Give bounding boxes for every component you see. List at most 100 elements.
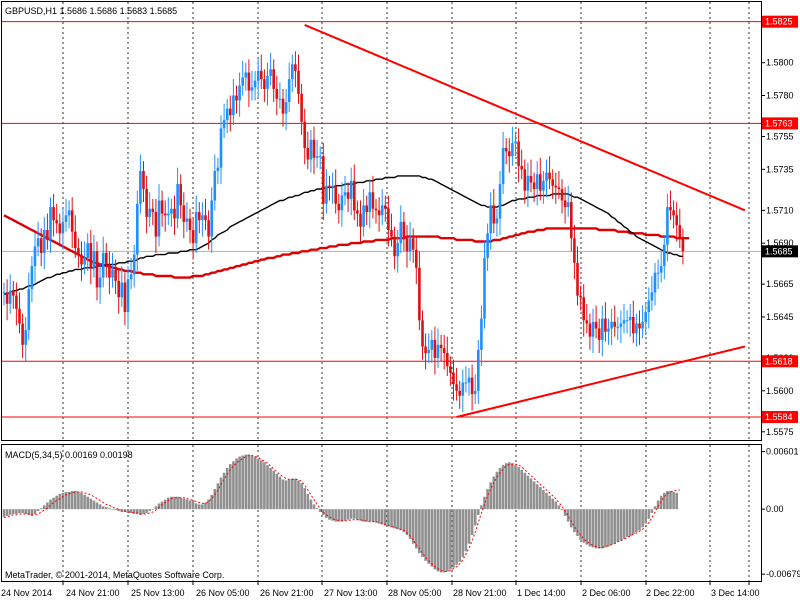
horizontal-levels[interactable] (2, 21, 761, 418)
macd-bar (281, 479, 285, 510)
candle-body (638, 323, 641, 329)
candle-body (656, 272, 660, 274)
candle-body (501, 148, 505, 185)
macd-bar (349, 509, 353, 519)
candle-body (467, 377, 471, 383)
candle-body (585, 320, 589, 324)
candle-body (151, 208, 155, 212)
macd-bar (442, 509, 446, 573)
macd-bar (98, 504, 102, 510)
candle-body (390, 230, 393, 237)
candle-body (647, 300, 651, 313)
macd-bar (535, 484, 539, 510)
macd-bar (89, 498, 93, 510)
macd-bar (532, 481, 536, 510)
macd-bar (470, 509, 474, 536)
macd-header: MACD(5,34,5) 0.00169 0.00198 (5, 450, 133, 460)
candle-body (495, 218, 499, 224)
candle-body (601, 318, 604, 340)
macd-bar (616, 509, 620, 542)
trendline (456, 345, 746, 419)
macd-bar (294, 478, 297, 510)
candle-body (36, 238, 40, 247)
candle-body (473, 390, 477, 395)
candle-body (331, 185, 334, 188)
candle-body (405, 238, 409, 252)
macd-bar (371, 509, 375, 522)
macd-bar (70, 490, 74, 510)
candle-body (607, 328, 610, 332)
candle-body (83, 257, 86, 265)
macd-bar (241, 455, 244, 510)
candle-body (139, 170, 142, 204)
macd-bar (86, 496, 89, 510)
candle-body (514, 141, 517, 144)
level-tag: 1.5584 (765, 412, 793, 422)
time-tick-label: 1 Dec 14:00 (517, 588, 566, 598)
candle-body (452, 372, 455, 385)
macd-bar (517, 467, 520, 510)
candle-body (675, 215, 678, 226)
macd-bar (105, 507, 108, 510)
macd-bar (461, 509, 465, 558)
macd-bar (641, 509, 644, 528)
ma-slow-line (3, 214, 690, 279)
candle-body (576, 262, 579, 296)
candles (2, 51, 685, 413)
macd-bar (514, 465, 517, 510)
candle-body (340, 195, 344, 211)
macd-bar (548, 495, 551, 510)
candle-body (15, 295, 18, 309)
macd-bar (204, 502, 207, 510)
macd-signal (3, 455, 680, 572)
macd-bar (198, 504, 201, 510)
macd-bar (607, 509, 610, 547)
candle-body (635, 323, 638, 334)
trendlines[interactable] (304, 24, 746, 419)
candle-body (8, 290, 12, 304)
candle-body (167, 213, 170, 216)
macd-bar (635, 509, 638, 533)
candle-body (613, 321, 616, 327)
macd-bar (498, 467, 502, 510)
candle-body (632, 316, 635, 334)
macd-bar (560, 509, 564, 511)
macd-bar (2, 509, 6, 517)
macd-bar (545, 492, 548, 510)
price-grid (62, 2, 750, 440)
time-tick-label: 24 Nov 2014 (1, 588, 52, 598)
macd-bar (402, 509, 406, 533)
candle-body (247, 72, 251, 91)
macd-bar (573, 509, 576, 533)
candle-body (604, 318, 607, 332)
macd-bar (325, 509, 328, 518)
price-pane-frame (1, 1, 762, 441)
macd-bar (284, 480, 288, 510)
macd-bar (362, 509, 365, 522)
candle-body (322, 156, 325, 204)
macd-bar (672, 491, 675, 510)
macd-tick-label: 0.00 (766, 504, 784, 514)
candle-body (291, 64, 294, 80)
time-tick-label: 2 Dec 22:00 (646, 588, 695, 598)
macd-bar (377, 509, 381, 524)
macd-bar (591, 509, 595, 548)
candle-body (70, 210, 74, 232)
macd-bar (61, 492, 65, 510)
macd-bar (331, 509, 334, 521)
candle-body (191, 230, 195, 244)
candle-body (511, 143, 514, 157)
price-tick-label: 1.5690 (766, 238, 794, 248)
macd-bar (579, 509, 582, 540)
macd-bar (210, 494, 213, 510)
candle-body (399, 221, 403, 244)
macd-bar (511, 463, 514, 510)
candle-body (483, 257, 486, 319)
macd-bar (644, 509, 647, 524)
macd-bar (501, 465, 505, 510)
candle-body (343, 192, 347, 196)
candle-body (89, 243, 93, 268)
macd-bar (563, 509, 567, 516)
macd-bar (129, 509, 133, 513)
candle-body (359, 213, 362, 227)
